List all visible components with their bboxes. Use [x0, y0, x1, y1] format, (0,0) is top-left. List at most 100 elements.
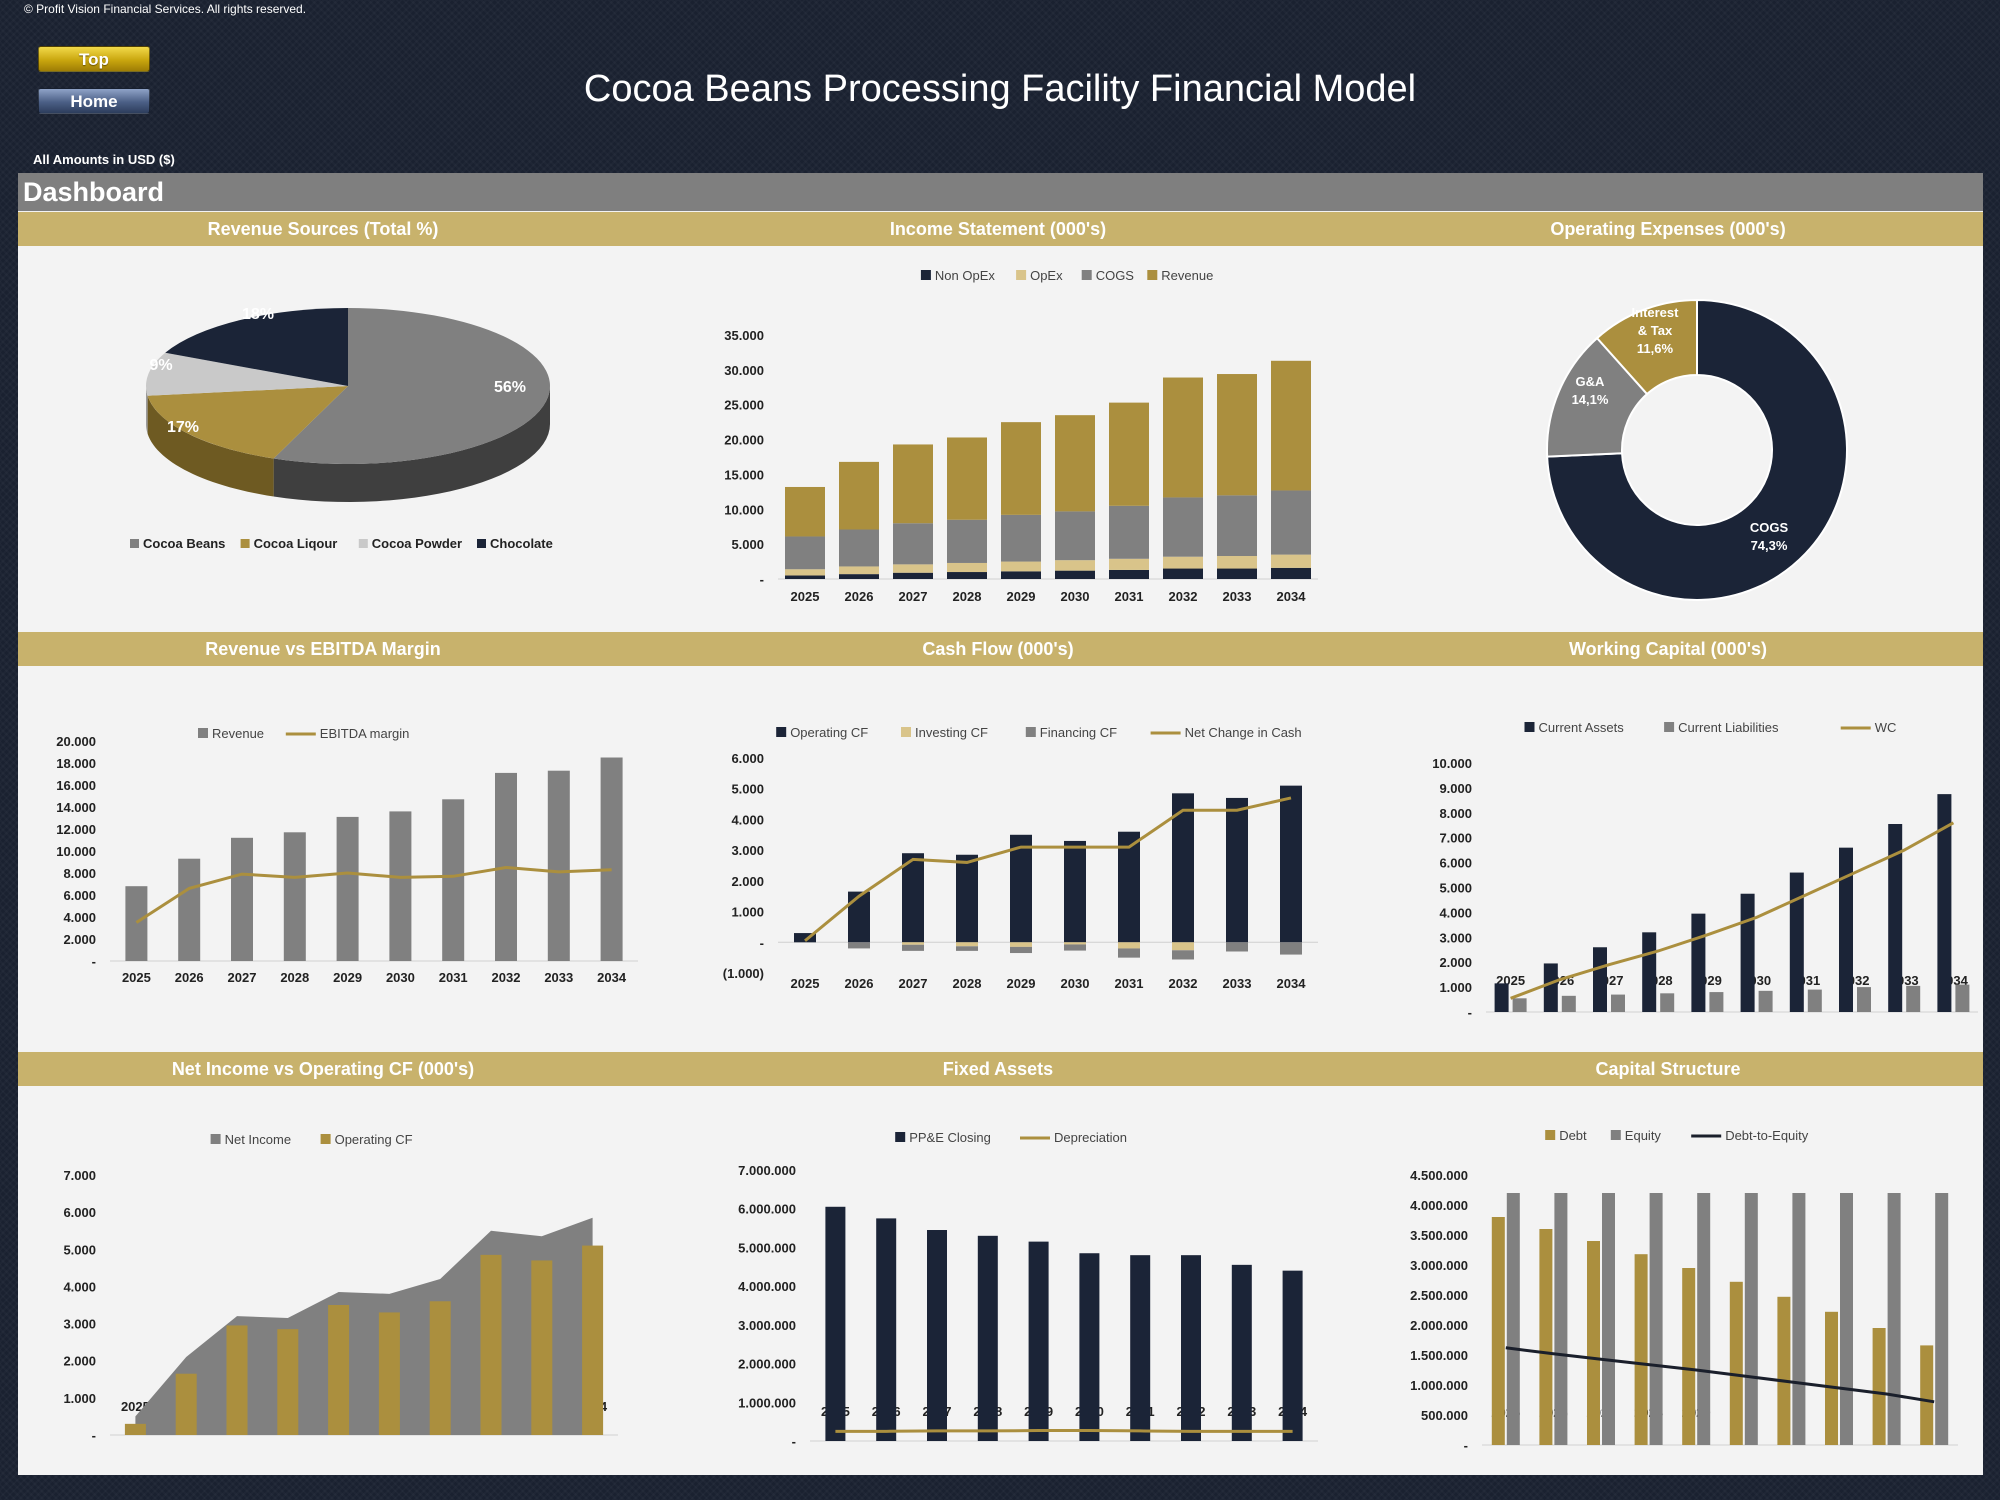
legend-swatch — [1025, 727, 1036, 737]
panel-title-cash-flow: Cash Flow (000's) — [922, 639, 1074, 659]
donut-data-label: Interest — [1632, 305, 1680, 320]
area — [135, 1217, 593, 1435]
y-tick-label: 1.000.000 — [1410, 1378, 1468, 1393]
top-button[interactable]: Top — [38, 46, 150, 72]
pie-slice — [165, 308, 348, 386]
legend-swatch — [210, 1134, 221, 1144]
y-tick-label: (1.000) — [723, 966, 764, 981]
bar — [1494, 983, 1509, 1012]
dashboard-heading: Dashboard — [18, 173, 1983, 211]
y-tick-label: 20.000 — [56, 734, 96, 749]
legend-label: OpEx — [1030, 268, 1063, 283]
legend-swatch — [1081, 270, 1092, 280]
y-tick-label: 10.000 — [1432, 756, 1472, 771]
donut-data-label: 14,1% — [1572, 392, 1609, 407]
legend-label: Investing CF — [915, 725, 988, 740]
dashboard-area: Dashboard Revenue Sources (Total %) Inco… — [18, 173, 1983, 1475]
y-tick-label: 8.000 — [63, 866, 96, 881]
bar — [876, 1218, 897, 1441]
donut-data-label: G&A — [1576, 374, 1606, 389]
y-tick-label: 5.000 — [63, 1242, 96, 1257]
bar — [1789, 872, 1804, 1012]
legend-swatch — [776, 727, 787, 737]
bar — [1280, 942, 1302, 955]
bar — [1055, 511, 1095, 561]
bar — [1740, 893, 1755, 1012]
bar — [1649, 1193, 1663, 1445]
bar — [893, 572, 933, 579]
bar — [1055, 560, 1095, 571]
bar — [1807, 989, 1822, 1012]
y-tick-label: 1.000 — [1439, 980, 1472, 995]
y-tick-label: - — [760, 572, 764, 587]
y-tick-label: 14.000 — [56, 800, 96, 815]
bar — [1744, 1193, 1758, 1445]
legend-swatch — [477, 539, 486, 548]
y-tick-label: 2.000 — [63, 1354, 96, 1369]
legend-swatch — [895, 1132, 906, 1142]
series-line — [804, 796, 1292, 942]
bar — [283, 832, 306, 961]
legend-label: Revenue — [212, 726, 264, 741]
bar — [956, 942, 978, 947]
y-tick-label: 4.000.000 — [738, 1279, 796, 1294]
legend-swatch — [1016, 270, 1027, 280]
legend-swatch — [901, 727, 911, 737]
bar — [226, 1325, 248, 1435]
series-line — [835, 1429, 1293, 1433]
pie-data-label: 17% — [167, 419, 199, 436]
bar — [947, 572, 987, 579]
y-tick-label: 25.000 — [724, 398, 764, 413]
y-tick-label: 3.000 — [1439, 930, 1472, 945]
bar — [839, 566, 879, 575]
bar — [442, 799, 465, 961]
legend-label: Debt — [1559, 1128, 1587, 1143]
bar — [1280, 785, 1302, 943]
pie-slice-side — [146, 386, 148, 434]
y-tick-label: 16.000 — [56, 778, 96, 793]
bar — [1109, 558, 1149, 570]
x-tick-label: 2028 — [953, 589, 982, 604]
bar — [1172, 942, 1194, 951]
bar — [1491, 1217, 1505, 1445]
home-button[interactable]: Home — [38, 88, 150, 114]
legend-label: Chocolate — [490, 536, 553, 551]
bar — [582, 1245, 604, 1435]
y-tick-label: 2.000 — [63, 932, 96, 947]
bar — [1172, 793, 1194, 943]
bar — [480, 1254, 502, 1435]
legend-swatch — [920, 270, 931, 280]
bar — [1109, 569, 1149, 579]
y-tick-label: 15.000 — [724, 467, 764, 482]
bar — [848, 942, 870, 949]
section-band-1 — [18, 212, 1983, 246]
bar — [1825, 1311, 1838, 1445]
x-tick-label: 2030 — [386, 970, 415, 985]
bar — [1055, 570, 1095, 579]
legend-label: Operating CF — [335, 1132, 413, 1147]
y-tick-label: 1.000.000 — [738, 1395, 796, 1410]
donut-data-label: COGS — [1750, 520, 1789, 535]
panel-title-revenue-sources: Revenue Sources (Total %) — [207, 219, 439, 239]
bar — [1554, 1193, 1568, 1445]
x-tick-label: 2028 — [280, 970, 309, 985]
bar — [1271, 360, 1311, 491]
bar — [1163, 556, 1203, 569]
y-tick-label: 4.000 — [63, 910, 96, 925]
x-tick-label: 2033 — [1223, 976, 1252, 991]
bar — [893, 444, 933, 524]
y-tick-label: - — [92, 954, 96, 969]
bar — [1079, 1253, 1100, 1441]
bar — [1217, 495, 1257, 556]
panel-title-operating-expenses: Operating Expenses (000's) — [1550, 219, 1786, 239]
series-line — [135, 865, 612, 924]
bar — [1857, 987, 1871, 1012]
panel-title-net-income: Net Income vs Operating CF (000's) — [171, 1059, 475, 1079]
bar — [1888, 824, 1903, 1012]
bar — [1593, 947, 1607, 1012]
section-band-2 — [18, 632, 1983, 666]
y-tick-label: - — [792, 1434, 796, 1449]
pie-data-label: 56% — [494, 379, 526, 396]
bar — [1587, 1241, 1600, 1445]
legend-label: Depreciation — [1054, 1130, 1127, 1145]
